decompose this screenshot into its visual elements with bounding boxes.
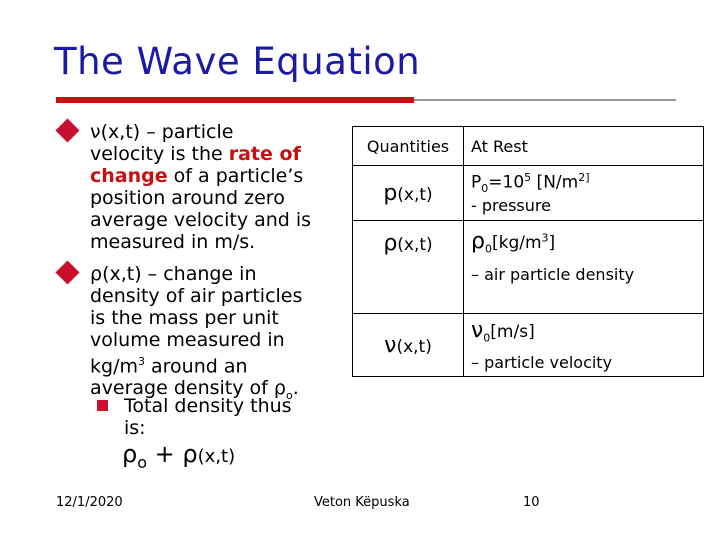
title-underline-red: [56, 97, 414, 103]
emphasis-change: change: [90, 165, 168, 187]
title-underline-gray: [414, 99, 676, 101]
table-row: ρ(x,t) ρ0[kg/m3] – air particle density: [352, 220, 704, 314]
pressure-symbol: p: [383, 180, 398, 206]
slide-title: The Wave Equation: [54, 40, 421, 83]
table-row: ν(x,t) ν0[m/s] – particle velocity: [352, 313, 704, 377]
emphasis-rate-of: rate of: [228, 143, 301, 165]
diamond-bullet-icon: [55, 118, 80, 143]
bullet-velocity: ν(x,t) – particle velocity is the rate o…: [90, 121, 312, 253]
sub-bullet-total-density: Total density thus is:: [124, 395, 292, 439]
bullet-density: ρ(x,t) – change in density of air partic…: [90, 263, 303, 403]
rho-symbol: ρ: [90, 263, 103, 285]
rho-symbol: ρ: [383, 231, 398, 256]
header-at-rest: At Rest: [463, 126, 704, 166]
header-quantities: Quantities: [352, 126, 464, 166]
square-bullet-icon: [97, 400, 108, 411]
diamond-bullet-icon: [55, 260, 80, 285]
nu-symbol: ν: [384, 332, 397, 358]
footer-date: 12/1/2020: [56, 495, 123, 510]
total-density-formula: ρo + ρ(x,t): [122, 440, 236, 472]
quantities-table: Quantities At Rest p(x,t) P0=105 [N/m2] …: [352, 126, 704, 377]
table-row: p(x,t) P0=105 [N/m2] - pressure: [352, 165, 704, 221]
nu-symbol: ν: [90, 121, 101, 143]
footer-author: Veton Këpuska: [314, 495, 410, 510]
footer-page-number: 10: [523, 495, 540, 510]
